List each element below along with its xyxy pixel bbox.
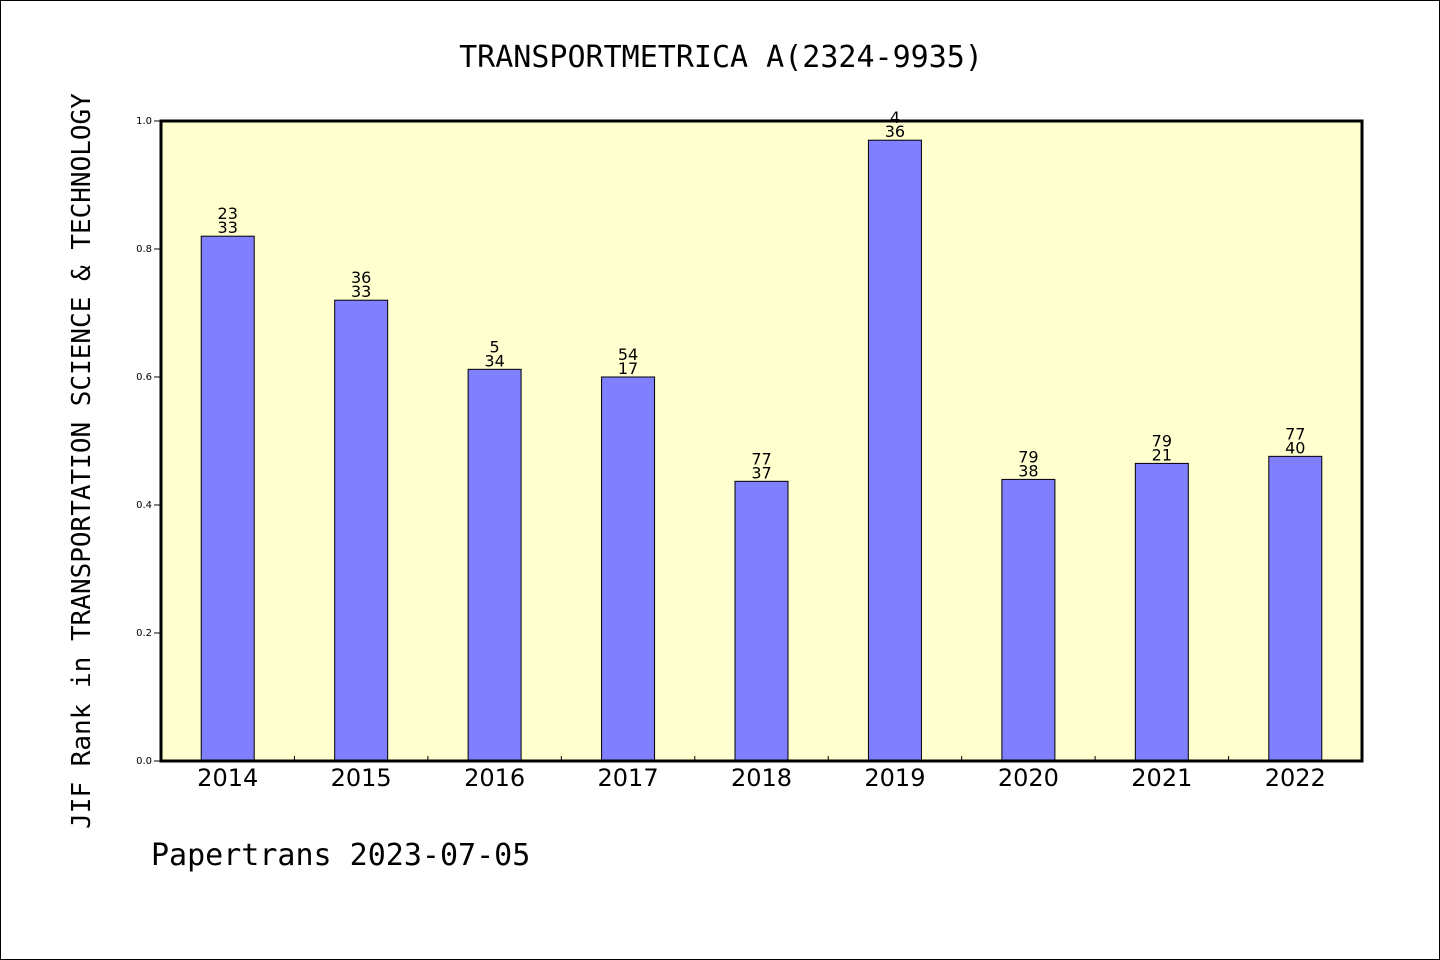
bar-label-bottom-2022: 40 [1285,438,1305,457]
bar-2017 [601,376,656,762]
bar-2019 [867,139,922,762]
bar-2014 [200,235,255,762]
bar-2018 [734,480,789,762]
bar-2015 [334,299,389,762]
y-tick-label-0.4: 0.4 [136,500,152,511]
chart-title: TRANSPORTMETRICA A(2324-9935) [459,40,983,75]
bar-label-bottom-2015: 33 [351,282,371,301]
x-tick-label-2022: 2022 [1265,764,1326,792]
x-tick-label-2017: 2017 [598,764,659,792]
bar-2022 [1268,455,1323,762]
x-axis-ticks: 2014 2015 2016 2017 2018 2019 2020 2021 2022 [197,756,1326,792]
bar-label-top-2015: 36 [351,268,371,287]
x-tick-label-2021: 2021 [1131,764,1192,792]
bar-label-top-2014: 23 [218,204,238,223]
bar-label-top-2018: 77 [751,449,771,468]
y-axis-ticks: 0.0 0.2 0.4 0.6 0.8 1.0 [136,116,161,767]
bar-label-top-2017: 54 [618,345,638,364]
y-tick-label-0.6: 0.6 [136,372,152,383]
bar-label-bottom-2014: 33 [218,218,238,237]
footer-credit: Papertrans 2023-07-05 [151,838,530,873]
y-tick-label-0.8: 0.8 [136,244,152,255]
bar-label-top-2021: 79 [1152,431,1172,450]
x-tick-label-2018: 2018 [731,764,792,792]
y-axis-label: JIF Rank in TRANSPORTATION SCIENCE & TEC… [67,93,97,829]
x-tick-label-2016: 2016 [464,764,525,792]
bar-label-bottom-2016: 34 [484,351,504,370]
plot-frame [159,119,1364,763]
bar-label-bottom-2017: 17 [618,359,638,378]
bar-label-top-2019: 4 [890,108,900,127]
x-tick-label-2014: 2014 [197,764,258,792]
bar-label-bottom-2021: 21 [1152,445,1172,464]
bar-label-top-2016: 5 [490,337,500,356]
bar-label-bottom-2018: 37 [751,463,771,482]
bar-label-top-2022: 77 [1285,424,1305,443]
y-tick-label-0.0: 0.0 [136,756,152,767]
y-tick-label-1.0: 1.0 [136,116,152,127]
bar-label-bottom-2019: 36 [885,122,905,141]
bar-label-top-2020: 79 [1018,447,1038,466]
bar-2016 [467,368,522,762]
y-tick-label-0.2: 0.2 [136,628,152,639]
x-tick-label-2015: 2015 [331,764,392,792]
x-tick-label-2020: 2020 [998,764,1059,792]
x-tick-label-2019: 2019 [864,764,925,792]
bar-2020 [1001,478,1056,762]
bar-2021 [1134,462,1189,762]
bar-label-bottom-2020: 38 [1018,461,1038,480]
